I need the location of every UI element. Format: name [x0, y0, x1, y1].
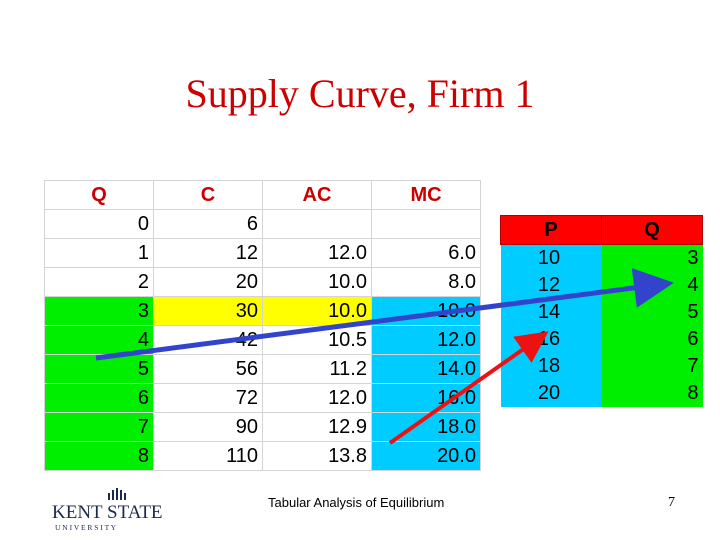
table-cell: 8	[44, 441, 154, 471]
table-cell: 10.0	[262, 296, 372, 326]
table-cell: 8.0	[371, 267, 481, 297]
slide-title: Supply Curve, Firm 1	[185, 71, 535, 116]
table-cell: 16.0	[371, 383, 481, 413]
table-row: 6 72 12.0 16.0	[44, 383, 481, 413]
table-row: 12 4	[500, 271, 703, 299]
table-cell	[262, 209, 372, 239]
supply-table-header: P	[500, 215, 602, 245]
footer-text: Tabular Analysis of Equilibrium	[268, 495, 445, 510]
cost-table-header: MC	[371, 180, 481, 210]
table-cell: 16	[500, 325, 602, 353]
table-row: 4 42 10.5 12.0	[44, 325, 481, 355]
table-cell: 8	[601, 379, 703, 407]
table-cell: 20.0	[371, 441, 481, 471]
table-cell: 110	[153, 441, 263, 471]
kent-state-logo: KENT STATE U N I V E R S I T Y	[52, 488, 163, 532]
table-cell: 4	[601, 271, 703, 299]
cost-table-header-row: Q C AC MC	[44, 180, 481, 210]
table-cell: 5	[601, 298, 703, 326]
table-cell: 10.0	[371, 296, 481, 326]
table-cell: 18.0	[371, 412, 481, 442]
table-cell: 12.0	[262, 383, 372, 413]
page-number: 7	[668, 495, 675, 510]
table-cell: 56	[153, 354, 263, 384]
table-row: 3 30 10.0 10.0	[44, 296, 481, 326]
table-cell: 11.2	[262, 354, 372, 384]
table-row: 5 56 11.2 14.0	[44, 354, 481, 384]
table-cell: 20	[500, 379, 602, 407]
table-cell: 30	[153, 296, 263, 326]
table-row: 16 6	[500, 325, 703, 353]
table-row: 8 110 13.8 20.0	[44, 441, 481, 471]
logo-subtext: U N I V E R S I T Y	[55, 523, 117, 532]
table-row: 10 3	[500, 244, 703, 272]
table-cell: 3	[44, 296, 154, 326]
supply-table-header: Q	[601, 215, 703, 245]
table-cell: 6.0	[371, 238, 481, 268]
logo-text: KENT STATE	[52, 502, 163, 523]
table-cell: 7	[44, 412, 154, 442]
table-cell: 13.8	[262, 441, 372, 471]
table-row: 7 90 12.9 18.0	[44, 412, 481, 442]
cost-table-header: Q	[44, 180, 154, 210]
table-cell	[371, 209, 481, 239]
table-cell: 1	[44, 238, 154, 268]
table-cell: 14.0	[371, 354, 481, 384]
table-cell: 10.0	[262, 267, 372, 297]
table-row: 2 20 10.0 8.0	[44, 267, 481, 297]
table-cell: 12	[500, 271, 602, 299]
table-row: 1 12 12.0 6.0	[44, 238, 481, 268]
table-cell: 2	[44, 267, 154, 297]
table-cell: 0	[44, 209, 154, 239]
table-cell: 12.0	[371, 325, 481, 355]
table-cell: 6	[601, 325, 703, 353]
table-row: 14 5	[500, 298, 703, 326]
table-cell: 18	[500, 352, 602, 380]
table-cell: 42	[153, 325, 263, 355]
table-cell: 14	[500, 298, 602, 326]
table-cell: 4	[44, 325, 154, 355]
table-cell: 12	[153, 238, 263, 268]
cost-table-header: AC	[262, 180, 372, 210]
table-cell: 5	[44, 354, 154, 384]
table-cell: 12.9	[262, 412, 372, 442]
table-cell: 90	[153, 412, 263, 442]
table-cell: 6	[153, 209, 263, 239]
table-cell: 10.5	[262, 325, 372, 355]
table-cell: 20	[153, 267, 263, 297]
cost-table: Q C AC MC 0 6 1 12 12.0 6.0 2 20 10.0 8.0 3 30 10.0 10.0 4…	[44, 180, 481, 471]
cost-table-header: C	[153, 180, 263, 210]
supply-table: P Q 10 3 12 4 14 5 16 6 18 7 20 8	[500, 215, 703, 407]
table-cell: 10	[500, 244, 602, 272]
table-cell: 6	[44, 383, 154, 413]
table-cell: 7	[601, 352, 703, 380]
table-row: 18 7	[500, 352, 703, 380]
table-cell: 3	[601, 244, 703, 272]
table-row: 20 8	[500, 379, 703, 407]
table-cell: 12.0	[262, 238, 372, 268]
table-cell: 72	[153, 383, 263, 413]
